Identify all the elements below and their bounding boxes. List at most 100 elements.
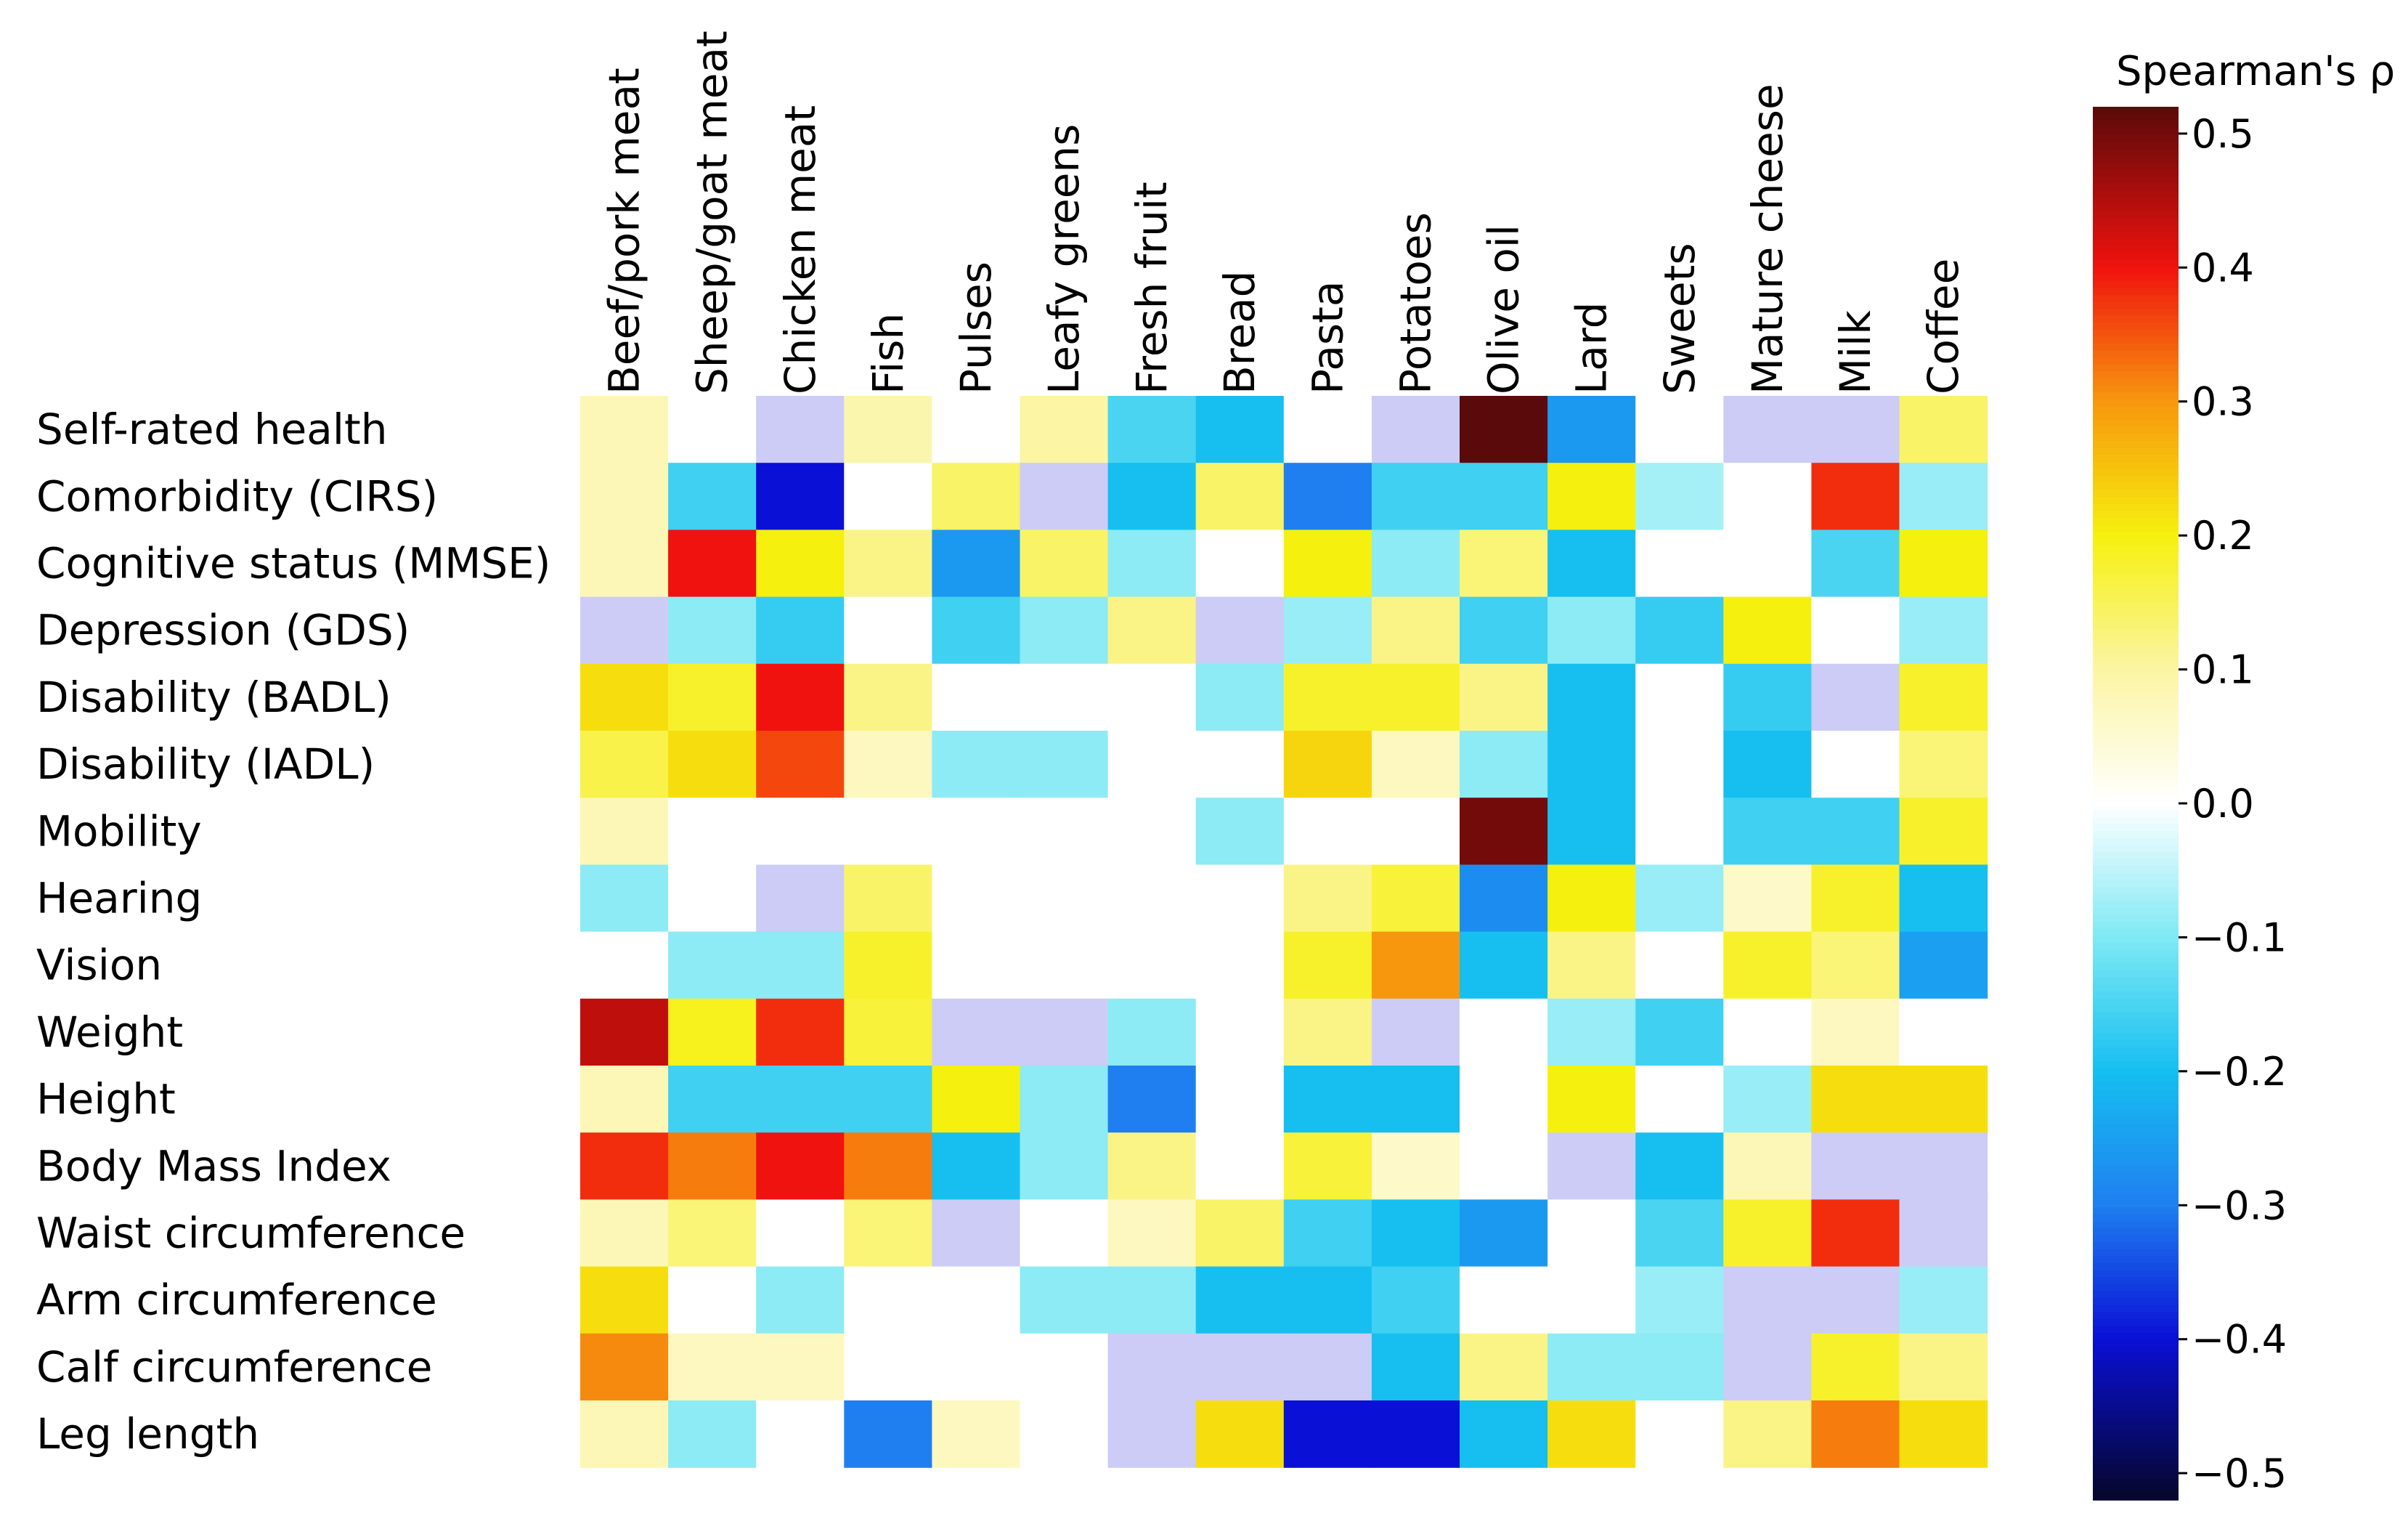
heatmap-cell [756, 798, 845, 865]
colorbar-segment [2093, 434, 2179, 442]
row-label: Arm circumference [36, 1275, 437, 1325]
heatmap-cell [1195, 596, 1285, 665]
heatmap-cell [1195, 530, 1285, 598]
colorbar-segment [2093, 1444, 2179, 1452]
heatmap-cell [1020, 864, 1109, 933]
colorbar-segment [2093, 169, 2179, 177]
colorbar-segment [2093, 1137, 2179, 1145]
heatmap-cell [1460, 864, 1548, 933]
colorbar-segment [2093, 1395, 2179, 1403]
heatmap-cell [580, 663, 669, 731]
colorbar-segment [2093, 1291, 2179, 1299]
heatmap-cell [1020, 1066, 1109, 1133]
colorbar-segment [2093, 922, 2179, 930]
colorbar-segment [2093, 587, 2179, 596]
colorbar-segment [2093, 678, 2179, 686]
colorbar-segment [2093, 1193, 2179, 1201]
heatmap-cell [668, 663, 757, 731]
column-label: Beef/pork meat [600, 68, 649, 394]
colorbar-segment [2093, 866, 2179, 874]
heatmap-cell [1283, 931, 1372, 999]
colorbar-segment [2093, 385, 2179, 393]
colorbar-segment [2093, 601, 2179, 609]
colorbar-segment [2093, 517, 2179, 526]
colorbar-segment [2093, 1465, 2179, 1473]
colorbar-ticks: 0.5 0.4 0.3 0.2 0.1 0.0 −0.1 −0.2 −0.3 −0.4 −0.5 [2179, 111, 2287, 1496]
colorbar-tick-label: 0.4 [2192, 245, 2254, 291]
heatmap-cell [932, 663, 1021, 731]
heatmap-cell [1107, 864, 1197, 933]
heatmap-cell [580, 1400, 669, 1468]
heatmap-cell [756, 931, 845, 999]
heatmap-cell [1371, 530, 1460, 598]
colorbar-segment [2093, 859, 2179, 867]
colorbar-segment [2093, 378, 2179, 386]
heatmap-cell [1547, 396, 1636, 463]
heatmap-cell [1460, 1066, 1548, 1133]
heatmap-cell [1811, 731, 1900, 798]
colorbar-segment [2093, 1172, 2179, 1180]
heatmap-cell [1107, 1266, 1197, 1334]
heatmap-cell [1723, 798, 1812, 865]
colorbar-segment [2093, 901, 2179, 909]
heatmap-cell [1899, 731, 1988, 798]
heatmap-cell [1107, 463, 1197, 530]
heatmap-cell [1635, 1400, 1724, 1468]
colorbar-segment [2093, 1374, 2179, 1382]
colorbar-tick-label: 0.2 [2192, 513, 2254, 559]
colorbar-segment [2093, 1103, 2179, 1111]
heatmap-cell [580, 1333, 669, 1401]
heatmap-cell [1899, 1400, 1988, 1468]
heatmap-cell [932, 396, 1021, 463]
colorbar-segment [2093, 1151, 2179, 1159]
colorbar-segment [2093, 1353, 2179, 1361]
heatmap-cell [1283, 1066, 1372, 1133]
colorbar-segment [2093, 608, 2179, 616]
colorbar-segment [2093, 121, 2179, 129]
colorbar-segment [2093, 1235, 2179, 1243]
heatmap-cell [1635, 1266, 1724, 1334]
heatmap-cell [580, 530, 669, 598]
heatmap-cell [580, 731, 669, 798]
heatmap-cell [932, 731, 1021, 798]
heatmap-cell [1107, 530, 1197, 598]
colorbar-segment [2093, 1423, 2179, 1431]
heatmap-cell [1723, 1266, 1812, 1334]
heatmap-cell [1283, 798, 1372, 865]
heatmap-cell [1020, 798, 1109, 865]
heatmap-cell [1195, 1400, 1285, 1468]
colorbar-segment [2093, 1458, 2179, 1466]
heatmap-cell [1371, 931, 1460, 999]
heatmap-cell [1547, 864, 1636, 933]
column-label: Pasta [1303, 281, 1352, 394]
heatmap-cell [756, 1066, 845, 1133]
heatmap-cell [1899, 931, 1988, 999]
heatmap-cell [1811, 1333, 1900, 1401]
colorbar-segment [2093, 218, 2179, 226]
heatmap-cell [1899, 864, 1988, 933]
column-label: Chicken meat [776, 105, 825, 394]
colorbar-segment [2093, 1318, 2179, 1327]
heatmap-cell [1723, 1400, 1812, 1468]
heatmap-cell [1899, 1266, 1988, 1334]
colorbar-segment [2093, 1089, 2179, 1097]
colorbar-segment [2093, 761, 2179, 769]
colorbar-segment [2093, 852, 2179, 860]
heatmap-cell [1547, 998, 1636, 1066]
column-label: Sheep/goat meat [688, 31, 737, 394]
heatmap-cell [756, 998, 845, 1066]
heatmap-cell [1195, 1066, 1285, 1133]
row-label: Leg length [36, 1409, 259, 1459]
heatmap-cell [1811, 530, 1900, 598]
heatmap-cell [844, 931, 932, 999]
colorbar-segment [2093, 1256, 2179, 1264]
heatmap-cell [1635, 596, 1724, 665]
heatmap-cell [1283, 663, 1372, 731]
row-label: Mobility [36, 806, 202, 856]
heatmap-cell [1020, 1400, 1109, 1468]
heatmap-cell [668, 1199, 757, 1268]
heatmap-cell [844, 530, 932, 598]
colorbar-segment [2093, 831, 2179, 839]
colorbar-segment [2093, 197, 2179, 206]
